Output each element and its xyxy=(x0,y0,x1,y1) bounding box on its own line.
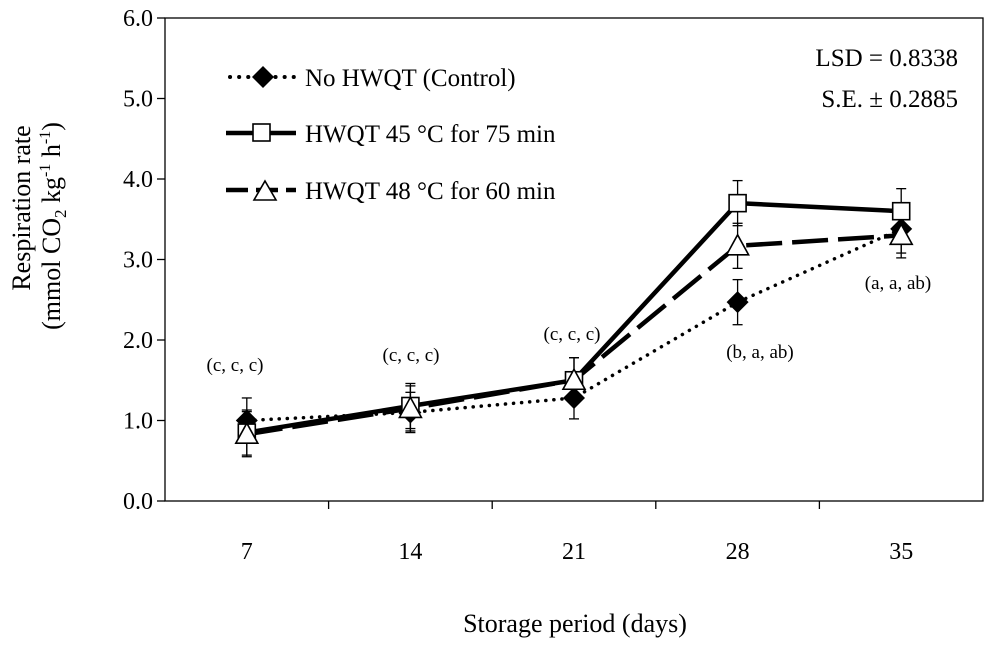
annotation-day-7: (c, c, c) xyxy=(207,355,264,376)
point-square xyxy=(891,201,911,221)
legend-marker-square xyxy=(252,123,271,142)
annotation-day-35: (a, a, ab) xyxy=(865,273,931,294)
series-layer xyxy=(234,179,914,458)
legend-item-48c: HWQT 48 °C for 60 min xyxy=(226,178,556,205)
point-triangle xyxy=(234,421,260,444)
axes: 0.0 1.0 2.0 3.0 4.0 5.0 6.0 7 14 21 28 35 xyxy=(123,6,984,565)
point-triangle xyxy=(398,395,423,419)
y-axis-title-line2: (mmol CO2 kg-1 h-1) xyxy=(37,122,70,330)
y-tick-label: 2.0 xyxy=(123,328,153,354)
y-axis-title-line1: Respiration rate xyxy=(7,125,36,290)
x-axis-title: Storage period (days) xyxy=(463,609,687,638)
x-tick-label: 7 xyxy=(241,539,253,565)
y-tick-label: 4.0 xyxy=(123,167,153,193)
x-tick-label: 28 xyxy=(726,539,750,565)
legend-marker-triangle xyxy=(252,179,278,201)
y-tick-label: 6.0 xyxy=(123,6,153,32)
legend-label-48c: HWQT 48 °C for 60 min xyxy=(305,178,556,205)
x-tick-label: 21 xyxy=(562,539,586,565)
x-tick-label: 35 xyxy=(889,539,913,565)
annotations: (c, c, c) (c, c, c) (c, c, c) (b, a, ab)… xyxy=(207,273,932,376)
y-tick-label: 0.0 xyxy=(123,489,153,515)
legend-label-45c: HWQT 45 °C for 75 min xyxy=(305,121,556,148)
point-triangle xyxy=(888,222,914,246)
point-diamond xyxy=(563,386,585,409)
point-triangle xyxy=(725,233,750,256)
legend-item-45c: HWQT 45 °C for 75 min xyxy=(226,121,556,148)
y-tick-label: 5.0 xyxy=(123,87,153,113)
annotation-day-21: (c, c, c) xyxy=(544,324,601,345)
annotation-day-14: (c, c, c) xyxy=(383,345,440,366)
legend-marker-diamond xyxy=(252,66,274,88)
lsd-label: LSD = 0.8338 xyxy=(815,45,958,72)
legend-item-control: No HWQT (Control) xyxy=(228,65,516,92)
y-tick-label: 3.0 xyxy=(123,248,153,274)
se-label: S.E. ± 0.2885 xyxy=(821,86,958,113)
point-square xyxy=(728,193,747,213)
legend-label-control: No HWQT (Control) xyxy=(305,65,516,92)
point-triangle xyxy=(561,367,587,391)
point-diamond xyxy=(726,291,749,314)
x-tick-label: 14 xyxy=(398,539,422,565)
annotation-day-28: (b, a, ab) xyxy=(726,342,794,363)
y-tick-label: 1.0 xyxy=(123,409,153,435)
legend: No HWQT (Control) HWQT 45 °C for 75 min … xyxy=(226,65,556,205)
